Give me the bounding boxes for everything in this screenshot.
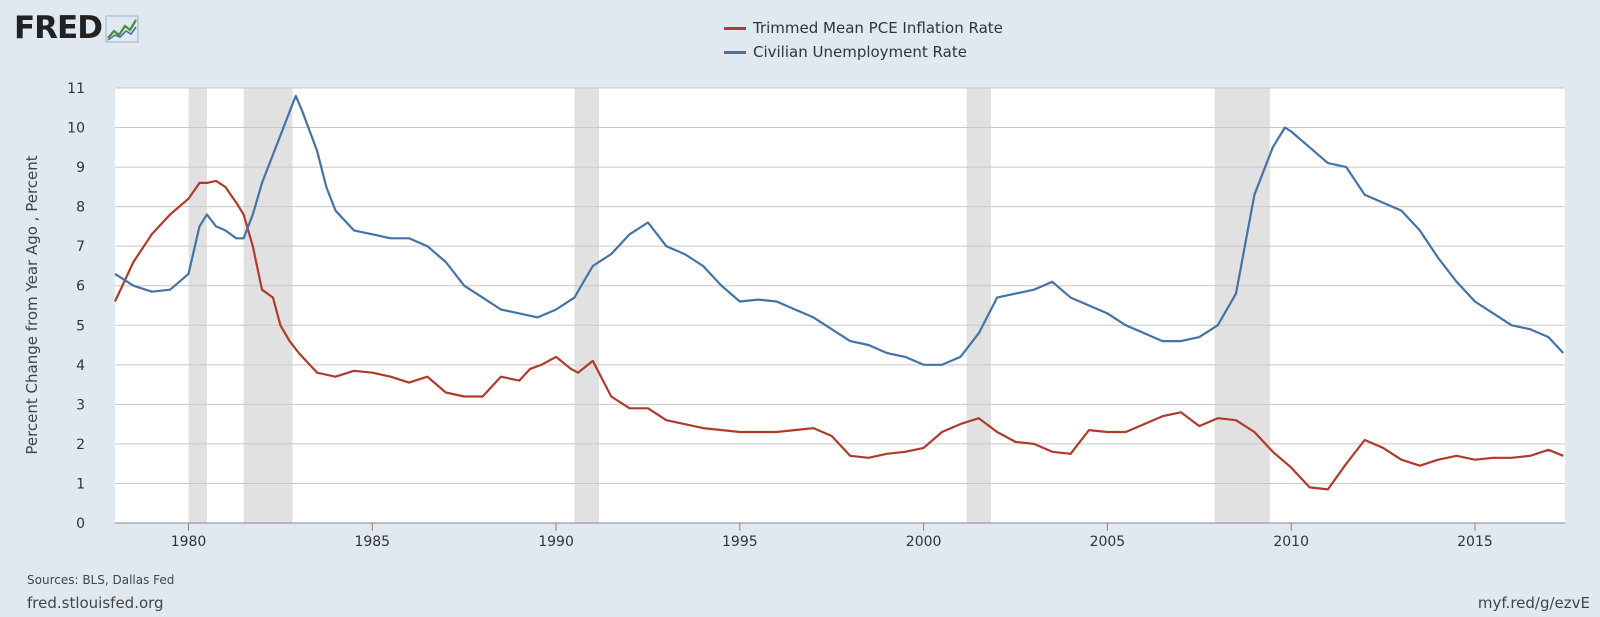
legend-item-unemployment[interactable]: Civilian Unemployment Rate [724,40,1003,64]
recession-band [1214,88,1270,523]
y-tick-label: 6 [76,279,85,295]
y-tick-label: 0 [76,516,85,532]
short-link[interactable]: myf.red/g/ezvE [1477,594,1590,612]
sources-note: Sources: BLS, Dallas Fed [27,573,175,587]
legend-label-unemployment: Civilian Unemployment Rate [753,43,967,61]
recession-band [966,88,991,523]
y-tick-label: 9 [76,160,85,176]
recession-band [243,88,293,523]
recession-band [574,88,600,523]
x-tick-label: 2000 [906,534,942,550]
recession-band [188,88,207,523]
legend-label-inflation: Trimmed Mean PCE Inflation Rate [753,19,1003,37]
fred-graph-icon [105,15,139,43]
fred-logo[interactable]: FRED [14,10,139,46]
legend-item-inflation[interactable]: Trimmed Mean PCE Inflation Rate [724,16,1003,40]
y-tick-label: 2 [76,437,85,453]
x-tick-label: 1980 [171,534,207,550]
x-tick-label: 1990 [538,534,574,550]
x-tick-label: 1985 [354,534,390,550]
series-line-unemployment [114,94,1565,366]
chart-legend: Trimmed Mean PCE Inflation Rate Civilian… [724,16,1003,64]
x-tick-label: 2010 [1273,534,1309,550]
y-tick-label: 7 [76,239,85,255]
y-tick-label: 10 [67,121,85,137]
y-tick-label: 3 [76,397,85,413]
series-line-inflation [114,179,1564,491]
x-tick-label: 2015 [1457,534,1493,550]
y-tick-label: 1 [76,476,85,492]
fred-logo-text: FRED [14,10,103,46]
site-link[interactable]: fred.stlouisfed.org [27,594,164,612]
y-tick-label: 8 [76,200,85,216]
legend-swatch-inflation [724,26,746,30]
x-tick-label: 1995 [722,534,758,550]
y-tick-label: 11 [67,81,85,97]
y-tick-label: 4 [76,358,85,374]
plot-area [115,88,1565,523]
legend-swatch-unemployment [724,50,746,54]
x-tick-label: 2005 [1090,534,1126,550]
y-tick-label: 5 [76,318,85,334]
